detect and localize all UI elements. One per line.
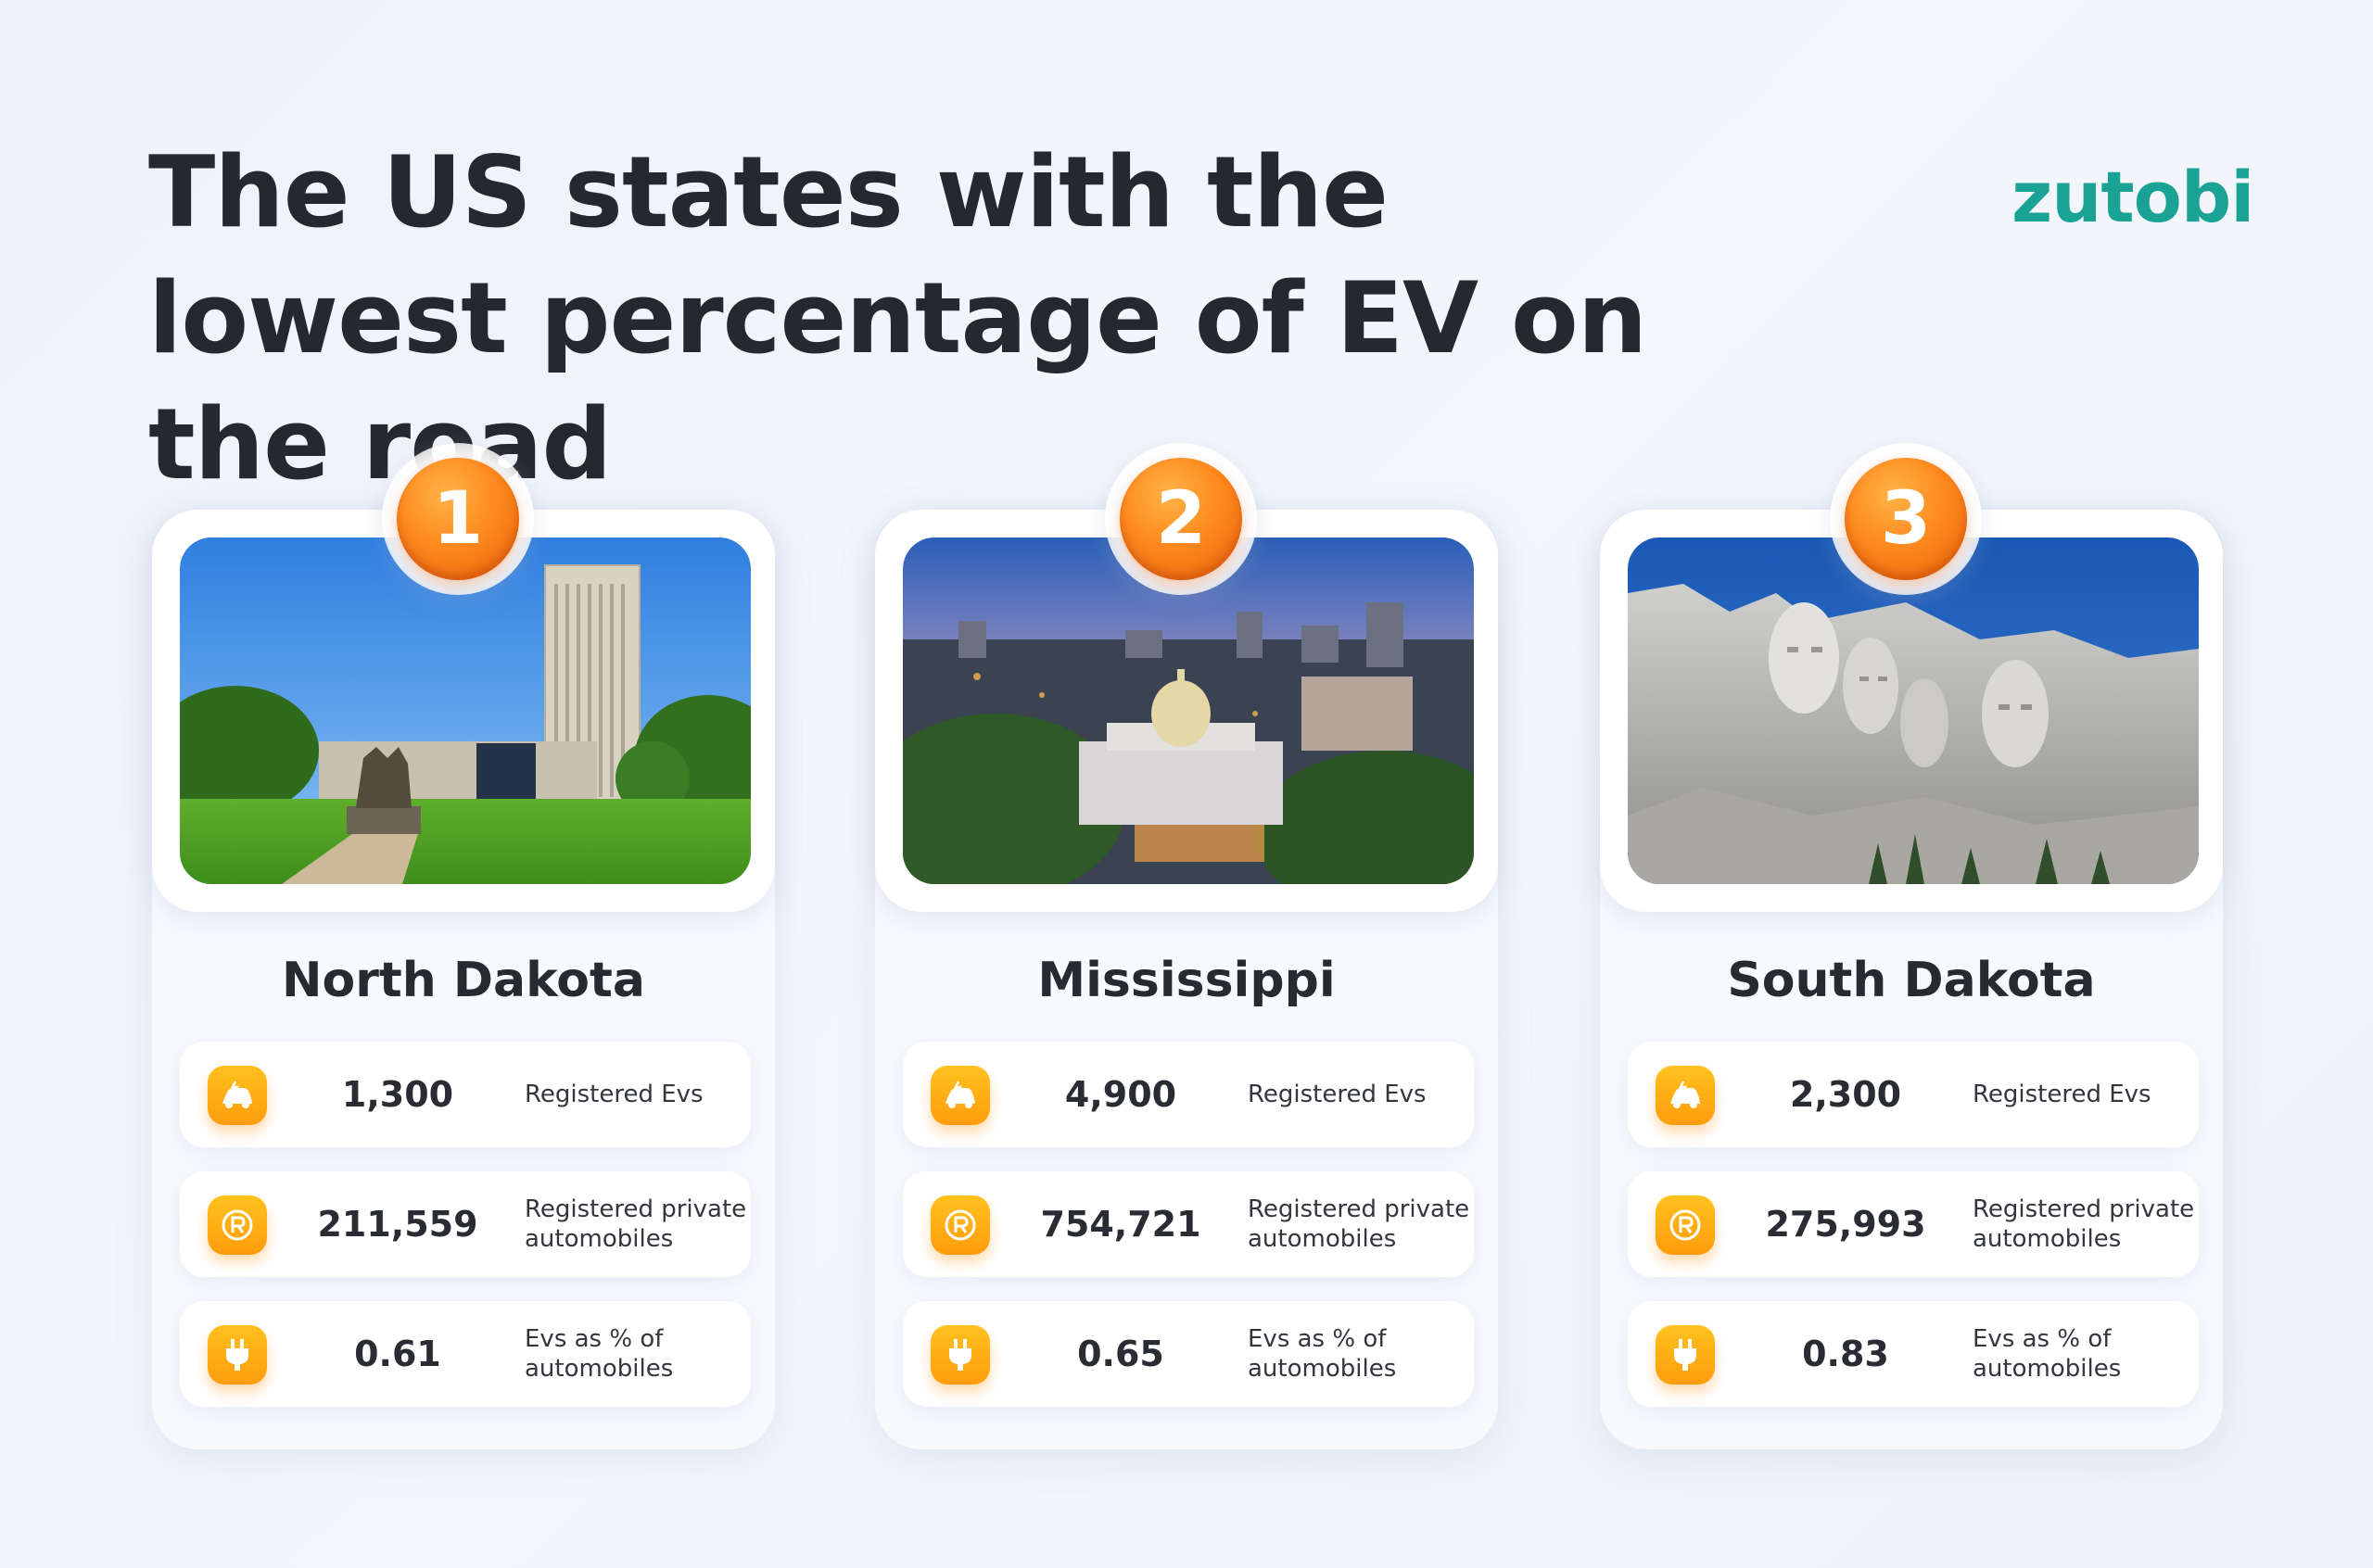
private-automobiles-label: Registered private automobiles (525, 1195, 747, 1253)
registration-r-icon (931, 1195, 990, 1255)
state-name: South Dakota (1727, 953, 2096, 1008)
registered-evs-value: 1,300 (341, 1074, 454, 1115)
registered-evs-label: Registered Evs (525, 1081, 704, 1108)
state-card-south-dakota: 3 South Dakota 2,300 Registered Evs 275,… (1600, 443, 2223, 1449)
ev-percent-label: Evs as % of automobiles (525, 1325, 674, 1383)
mount-rushmore-photo (1628, 537, 2199, 884)
registered-evs-value: 2,300 (1789, 1074, 1902, 1115)
mississippi-capitol-photo (903, 537, 1474, 884)
plug-icon (208, 1325, 267, 1385)
stat-private-automobiles: 275,993 Registered private automobiles (1628, 1171, 2199, 1277)
stat-private-automobiles: 211,559 Registered private automobiles (180, 1171, 751, 1277)
plug-icon (931, 1325, 990, 1385)
state-card-mississippi: 2 Mississippi 4,900 Registered Evs 754,7… (875, 443, 1498, 1449)
rank-number: 2 (1120, 458, 1242, 580)
zutobi-logo: zutobi (2011, 156, 2254, 238)
stat-registered-evs: 2,300 Registered Evs (1628, 1042, 2199, 1147)
photo-frame (875, 510, 1498, 912)
state-name: Mississippi (1037, 953, 1336, 1008)
electric-car-icon (931, 1066, 990, 1125)
rank-number: 3 (1845, 458, 1967, 580)
stat-registered-evs: 4,900 Registered Evs (903, 1042, 1474, 1147)
registered-evs-label: Registered Evs (1973, 1081, 2151, 1108)
stat-private-automobiles: 754,721 Registered private automobiles (903, 1171, 1474, 1277)
registration-r-icon (208, 1195, 267, 1255)
rank-badge: 1 (382, 443, 534, 595)
electric-car-icon (1656, 1066, 1715, 1125)
private-automobiles-label: Registered private automobiles (1973, 1195, 2195, 1253)
stat-ev-percent: 0.65 Evs as % of automobiles (903, 1301, 1474, 1407)
rank-badge: 2 (1105, 443, 1257, 595)
ev-percent-value: 0.65 (1077, 1334, 1164, 1374)
ev-percent-label: Evs as % of automobiles (1248, 1325, 1397, 1383)
private-automobiles-value: 275,993 (1765, 1204, 1926, 1245)
electric-car-icon (208, 1066, 267, 1125)
registered-evs-label: Registered Evs (1248, 1081, 1427, 1108)
registration-r-icon (1656, 1195, 1715, 1255)
ev-percent-value: 0.61 (354, 1334, 441, 1374)
page-title: The US states with the lowest percentage… (148, 135, 1647, 501)
state-name: North Dakota (282, 953, 645, 1008)
stat-ev-percent: 0.83 Evs as % of automobiles (1628, 1301, 2199, 1407)
private-automobiles-value: 211,559 (317, 1204, 478, 1245)
plug-icon (1656, 1325, 1715, 1385)
rank-badge: 3 (1830, 443, 1982, 595)
ev-percent-value: 0.83 (1802, 1334, 1889, 1374)
rank-number: 1 (397, 458, 519, 580)
stat-registered-evs: 1,300 Registered Evs (180, 1042, 751, 1147)
north-dakota-capitol-photo (180, 537, 751, 884)
ev-percent-label: Evs as % of automobiles (1973, 1325, 2122, 1383)
private-automobiles-value: 754,721 (1040, 1204, 1201, 1245)
registered-evs-value: 4,900 (1064, 1074, 1177, 1115)
state-card-north-dakota: 1 North Dakota 1,300 Registered Evs 211,… (152, 443, 775, 1449)
photo-frame (1600, 510, 2223, 912)
private-automobiles-label: Registered private automobiles (1248, 1195, 1470, 1253)
stat-ev-percent: 0.61 Evs as % of automobiles (180, 1301, 751, 1407)
